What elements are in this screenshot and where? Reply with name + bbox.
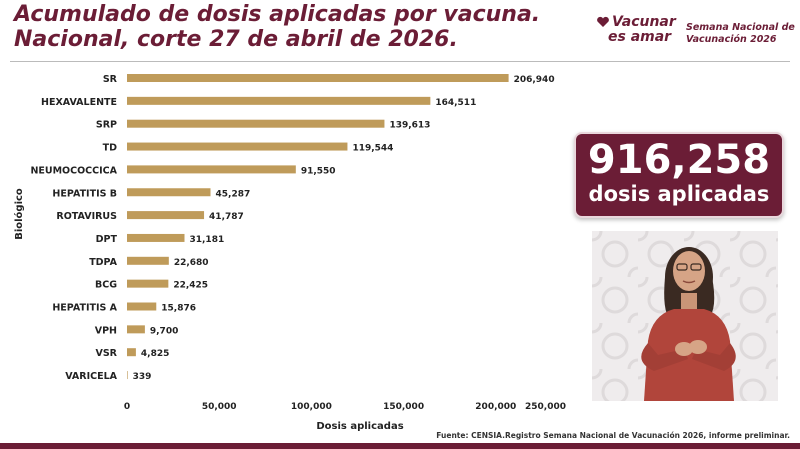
campaign-logo: Vacunar es amar (597, 14, 678, 46)
logo-text-line-2: es amar (608, 29, 672, 45)
source-note: Fuente: CENSIA.Registro Semana Nacional … (436, 431, 790, 440)
category-label: SRP (96, 120, 117, 131)
value-label: 91,550 (301, 166, 336, 176)
value-label: 4,825 (141, 349, 169, 359)
bar (127, 348, 136, 357)
value-label: 45,287 (216, 189, 251, 199)
value-label: 41,787 (209, 212, 244, 222)
category-label: TD (103, 143, 117, 154)
bar (127, 302, 157, 311)
title-line-2: Nacional, corte 27 de abril de 2026. (14, 27, 458, 52)
category-label: SR (103, 74, 118, 85)
category-label: DPT (96, 234, 118, 245)
interpreter-image (592, 231, 778, 401)
category-label: VPH (95, 325, 117, 336)
value-label: 9,700 (150, 326, 178, 336)
bar (127, 371, 128, 380)
x-tick-label: 50,000 (202, 402, 237, 412)
bottom-band (0, 443, 800, 449)
campaign-name: Semana Nacional de Vacunación 2026 (686, 22, 795, 46)
bar (127, 211, 205, 220)
category-label: VSR (95, 348, 117, 359)
x-tick-label: 0 (124, 402, 130, 412)
category-label: ROTAVIRUS (56, 211, 117, 222)
title-line-1: Acumulado de dosis aplicadas por vacuna. (14, 2, 541, 27)
value-label: 339 (133, 372, 152, 382)
category-label: NEUMOCOCCICA (30, 165, 117, 176)
bar (127, 279, 169, 288)
value-label: 119,544 (352, 144, 393, 154)
bar (127, 96, 431, 105)
value-label: 206,940 (514, 75, 555, 85)
x-tick-label: 150,000 (383, 402, 424, 412)
category-label: HEPATITIS A (52, 303, 117, 314)
bar (127, 188, 211, 197)
heart-icon (597, 16, 609, 27)
logo-text-line-1: Vacunar (612, 14, 676, 30)
bar (127, 142, 348, 151)
value-label: 15,876 (161, 304, 196, 314)
x-tick-label: 250,000 (525, 402, 566, 412)
value-label: 22,425 (173, 281, 208, 291)
value-label: 139,613 (389, 121, 430, 131)
bar (127, 233, 185, 242)
bar (127, 119, 385, 128)
page-title: Acumulado de dosis aplicadas por vacuna.… (14, 2, 554, 52)
campaign-line-2: Vacunación 2026 (686, 34, 777, 45)
total-doses-value: 916,258 (587, 137, 771, 183)
bar (127, 256, 169, 265)
bar (127, 74, 509, 82)
sign-language-interpreter-video (592, 231, 778, 401)
category-label: BCG (95, 280, 117, 291)
total-doses-label: dosis aplicadas (588, 182, 770, 206)
header-divider (10, 61, 790, 62)
bar-chart: SR 206,940 HEXAVALENTE 164,511 SRP 139,613 TD 1… (13, 74, 566, 432)
category-label: VARICELA (65, 371, 117, 382)
campaign-line-1: Semana Nacional de (686, 22, 795, 33)
x-tick-label: 200,000 (475, 402, 516, 412)
bar (127, 325, 145, 334)
total-doses-box: 916,258 dosis aplicadas (574, 132, 784, 218)
category-label: TDPA (89, 257, 117, 268)
x-axis-label: Dosis aplicadas (316, 421, 403, 432)
x-tick-label: 100,000 (291, 402, 332, 412)
category-label: HEPATITIS B (52, 188, 117, 199)
value-label: 31,181 (189, 235, 224, 245)
category-label: HEXAVALENTE (41, 97, 117, 108)
y-axis-label: Biológico (13, 188, 25, 240)
bar (127, 165, 296, 174)
value-label: 164,511 (435, 98, 476, 108)
value-label: 22,680 (174, 258, 209, 268)
